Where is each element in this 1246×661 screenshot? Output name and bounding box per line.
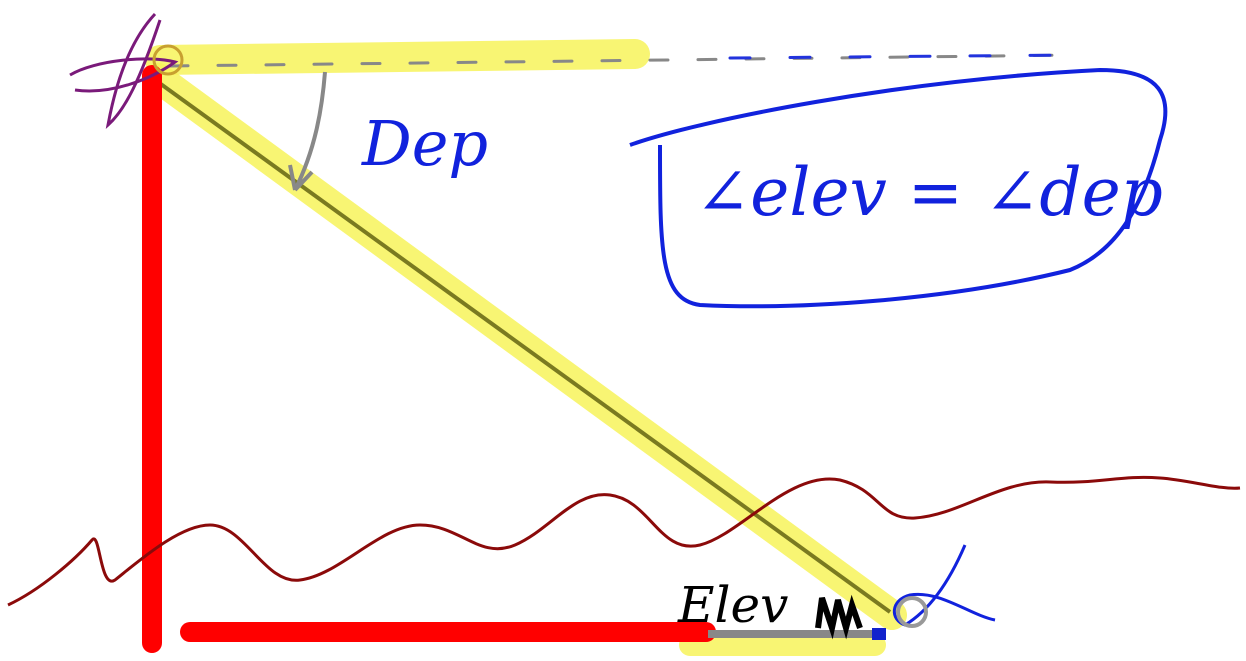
airplane-doodle	[69, 12, 184, 130]
horizontal-dashes	[168, 53, 1077, 68]
depression-label: Dep	[361, 107, 488, 180]
water-wave	[7, 475, 1241, 607]
dashed-line-gray	[168, 53, 1077, 68]
equation-label: ∠elev = ∠dep	[695, 154, 1163, 231]
depression-arrow	[288, 71, 327, 192]
elevation-angle-scribble	[815, 594, 863, 640]
equation-box	[629, 67, 1168, 309]
highlight-horizontal	[145, 39, 650, 75]
elevation-label: Elev	[677, 576, 788, 634]
boat-doodle	[892, 544, 996, 628]
right-angle-mark	[872, 628, 886, 640]
line-of-sight	[156, 80, 892, 614]
